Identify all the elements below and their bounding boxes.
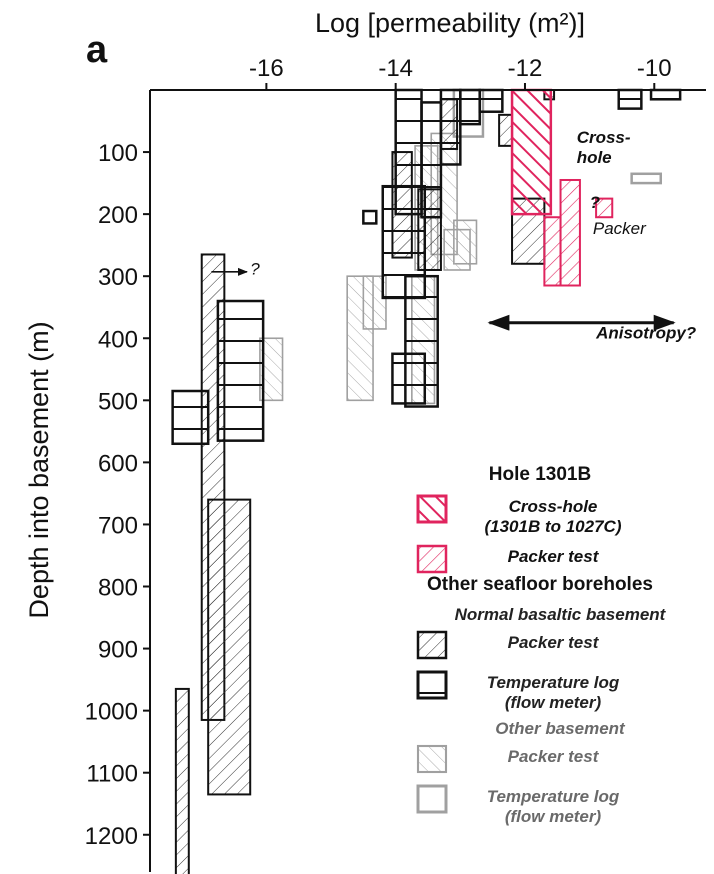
- y-tick-label: 1200: [85, 823, 138, 850]
- data-box-normal_templog-3: [362, 209, 378, 225]
- legend-subgroup-title: Normal basaltic basement: [455, 605, 667, 624]
- y-tick-label: 900: [98, 637, 138, 664]
- data-box-normal_templog-12: [649, 88, 682, 101]
- data-box-normal_packer-2: [174, 687, 190, 874]
- legend-group-title: Other seafloor boreholes: [427, 574, 653, 595]
- data-box-crosshole-0: [510, 88, 553, 216]
- y-tick-label: 800: [98, 575, 138, 602]
- data-box-normal_templog-7: [459, 88, 481, 126]
- data-box-other_templog-1: [630, 172, 662, 185]
- x-axis-title: Log [permeability (m²)]: [315, 8, 585, 38]
- data-box-normal_templog-4: [394, 88, 423, 216]
- annotations: Cross-hole Packer?? Anisotropy?: [211, 128, 697, 342]
- legend-swatch-other_templog: [416, 784, 448, 814]
- annotation-1: Packer: [593, 219, 647, 238]
- legend-swatch-packer1301b: [416, 544, 448, 574]
- data-box-packer1301b-1: [559, 178, 581, 287]
- y-tick-label: 1000: [85, 699, 138, 726]
- annotation-0: Cross-hole: [577, 128, 631, 167]
- data-box-other_packer-7: [443, 228, 471, 271]
- legend-label-other_templog: Temperature log: [487, 787, 620, 806]
- legend-label2-normal_templog: (flow meter): [505, 693, 602, 712]
- y-tick-label: 700: [98, 512, 138, 539]
- y-tick-label: 1100: [86, 761, 138, 788]
- panel-letter: a: [86, 29, 108, 71]
- data-box-normal_templog-10: [404, 274, 439, 408]
- legend-swatch-crosshole: [416, 494, 448, 524]
- legend-label2-crosshole: (1301B to 1027C): [484, 517, 621, 536]
- legend-swatch-other_packer: [416, 744, 448, 774]
- annotation-2: ?: [590, 193, 601, 212]
- legend-swatch-normal_templog: [416, 670, 448, 700]
- x-tick-label: -12: [508, 55, 543, 82]
- y-axis-title: Depth into basement (m): [24, 321, 54, 618]
- x-tick-label: -16: [249, 55, 284, 82]
- plot-area: [171, 88, 682, 874]
- axes: -16 -14 -12 -10 100 200 300 400 500 600 700 800 900 1…: [85, 55, 706, 872]
- legend-swatch-normal_packer: [416, 630, 448, 660]
- y-tick-label: 200: [98, 202, 138, 229]
- y-tick-label: 400: [98, 326, 138, 353]
- data-box-normal_templog-6: [439, 88, 462, 166]
- data-box-normal_templog-5: [420, 101, 443, 219]
- y-tick-label: 600: [98, 450, 138, 477]
- legend-label-packer1301b: Packer test: [508, 547, 600, 566]
- data-box-normal_packer-1: [207, 498, 252, 796]
- data-box-normal_templog-1: [216, 299, 265, 442]
- data-box-normal_templog-8: [478, 88, 504, 113]
- data-box-packer1301b-0: [543, 216, 562, 287]
- legend-label-normal_packer: Packer test: [508, 633, 600, 652]
- y-tick-label: 300: [98, 264, 138, 291]
- legend-label2-other_templog: (flow meter): [505, 807, 602, 826]
- legend: Hole 1301B Cross-hole(1301B to 1027C) Pack…: [416, 464, 667, 826]
- annotation-3: ?: [250, 259, 260, 278]
- y-tick-label: 500: [98, 388, 138, 415]
- x-tick-label: -10: [637, 55, 672, 82]
- y-tick-label: 100: [98, 140, 138, 167]
- data-box-normal_templog-11: [617, 88, 643, 110]
- legend-subgroup-title: Other basement: [495, 719, 626, 738]
- data-box-packer1301b-2: [595, 197, 614, 219]
- legend-label-normal_templog: Temperature log: [487, 673, 620, 692]
- annotation-4: Anisotropy?: [595, 323, 697, 342]
- legend-label-crosshole: Cross-hole: [509, 497, 598, 516]
- x-tick-label: -14: [378, 55, 413, 82]
- data-box-normal_packer-6: [498, 113, 514, 147]
- data-box-other_packer-2: [362, 275, 387, 330]
- legend-label-other_packer: Packer test: [508, 747, 600, 766]
- legend-group-title: Hole 1301B: [489, 464, 591, 485]
- data-box-normal_templog-0: [171, 389, 210, 446]
